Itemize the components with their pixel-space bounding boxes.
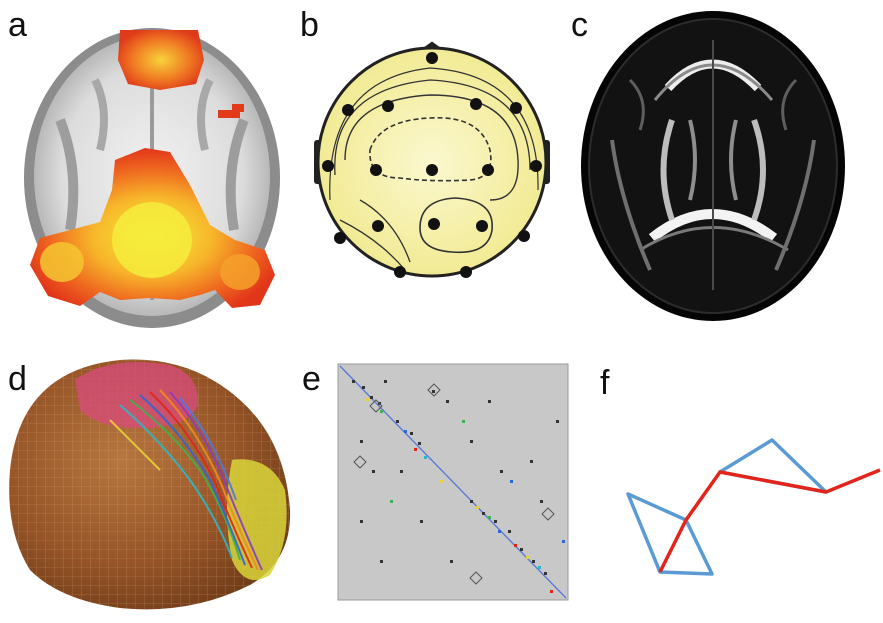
panel-e-connectivity-matrix (337, 363, 569, 601)
panel-label-d: d (8, 360, 27, 398)
panel-d-tractography (9, 359, 291, 610)
panel-c-dti-brain (581, 11, 845, 321)
panel-label-b: b (300, 6, 319, 44)
panel-label-a: a (8, 6, 27, 44)
panel-label-e: e (302, 360, 321, 398)
panel-f-graph-network (626, 438, 881, 576)
panel-a-fmri-brain (24, 28, 280, 328)
panel-label-c: c (571, 6, 588, 44)
panel-b-eeg-topomap (314, 41, 550, 278)
panel-label-f: f (600, 364, 610, 402)
